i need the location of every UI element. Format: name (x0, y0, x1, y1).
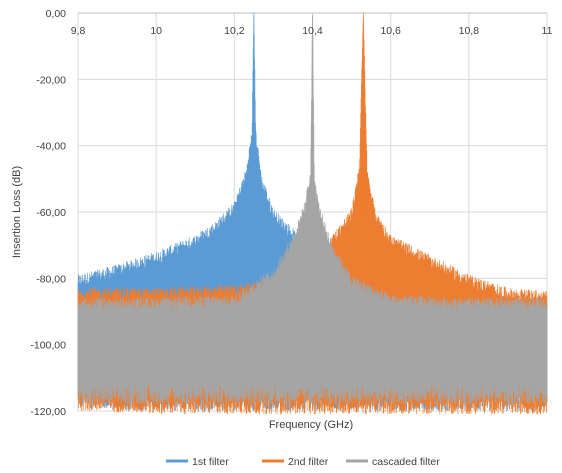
y-tick-label: -80,00 (36, 273, 66, 285)
series-peak (251, 16, 256, 213)
legend-label: 1st filter (192, 456, 229, 468)
y-tick-label: 0,00 (46, 8, 67, 20)
y-tick-label: -60,00 (36, 207, 66, 219)
legend-label: cascaded filter (372, 456, 440, 468)
y-tick-label: -20,00 (36, 74, 66, 86)
x-tick-label: 10,2 (224, 25, 245, 37)
x-tick-label: 10 (150, 25, 162, 37)
x-tick-label: 10,4 (302, 25, 323, 37)
series-layer (77, 13, 548, 415)
x-tick-label: 10,6 (380, 25, 401, 37)
x-tick-label: 9,8 (71, 25, 86, 37)
y-tick-labels: 0,00 -20,00 -40,00 -60,00 -80,00 -100,00 -120,… (30, 8, 66, 418)
series-peak (310, 16, 315, 213)
series-noise-band (77, 15, 548, 405)
x-axis-title: Frequency (GHz) (269, 419, 353, 431)
legend-label: 2nd filter (288, 456, 329, 468)
y-axis-title: Insertion Loss (dB) (11, 166, 23, 258)
y-tick-label: -120,00 (30, 406, 66, 418)
y-tick-label: -100,00 (30, 340, 66, 352)
x-tick-labels: 9,8 10 10,2 10,4 10,6 10,8 11 (71, 25, 553, 37)
x-tick-label: 11 (542, 25, 553, 37)
y-tick-label: -40,00 (36, 141, 66, 153)
series-peak (361, 16, 366, 213)
legend: 1st filter 2nd filter cascaded filter (166, 456, 440, 468)
x-tick-label: 10,8 (459, 25, 480, 37)
series-cascaded-filter (77, 15, 548, 405)
